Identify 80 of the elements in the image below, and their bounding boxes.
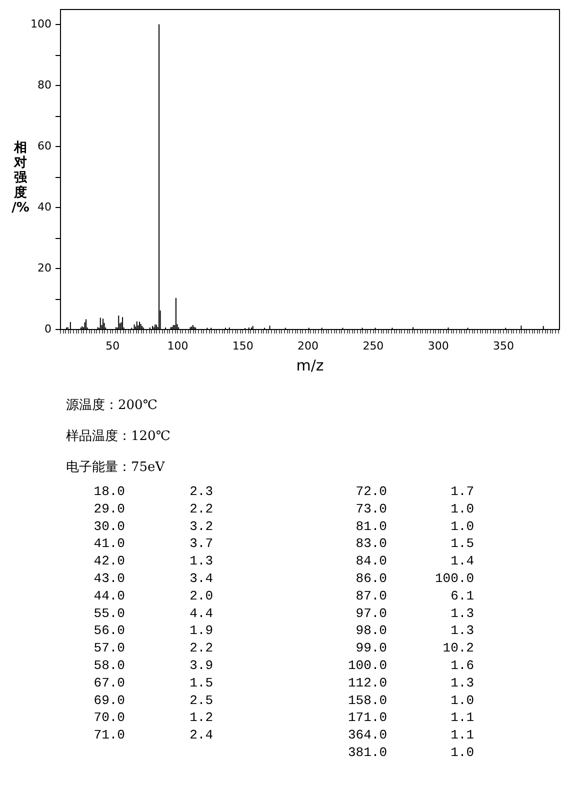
category-label: 57.0 (94, 640, 125, 656)
y-tick-label: 20 (38, 262, 52, 275)
category-label: 42.0 (94, 554, 125, 569)
text: 3.9 (190, 658, 213, 673)
text: 1.0 (450, 692, 474, 708)
x-tick-label: 250 (362, 340, 384, 352)
text: 1.1 (450, 710, 474, 726)
category-label: 98.0 (356, 623, 387, 638)
category-label: 55.0 (94, 606, 125, 621)
text: 1.3 (450, 623, 474, 638)
category-label: 41.0 (94, 536, 125, 552)
text: 1.6 (450, 658, 474, 673)
text: 样品温度：120℃ (66, 428, 170, 444)
x-tick-label: 300 (428, 340, 449, 352)
category-label: 87.0 (356, 588, 387, 604)
text: 1.2 (190, 710, 213, 726)
y-tick-label: 100 (30, 18, 52, 31)
text: 1.0 (450, 501, 474, 516)
text: 2.4 (190, 728, 213, 743)
category-label: 381.0 (348, 745, 387, 760)
category-label: 71.0 (94, 728, 125, 743)
text: 1.5 (190, 675, 213, 690)
y-tick-label: 60 (38, 140, 52, 153)
category-label: 83.0 (356, 536, 387, 552)
category-label: 100.0 (348, 658, 387, 673)
category-label: 43.0 (94, 571, 125, 586)
category-label: 58.0 (94, 658, 125, 673)
category-label: 44.0 (94, 588, 125, 604)
text: 6.1 (450, 588, 474, 604)
y-tick-label: 0 (44, 322, 52, 336)
category-label: 97.0 (356, 606, 387, 621)
category-label: 81.0 (356, 518, 387, 534)
text: 3.2 (190, 518, 213, 534)
category-label: 84.0 (356, 554, 387, 569)
y-axis-title: 相对强度/% (12, 140, 30, 216)
text: 1.0 (450, 518, 474, 534)
text: 3.7 (190, 536, 213, 552)
text: 100.0 (434, 571, 474, 586)
category-label: 30.0 (94, 518, 125, 534)
text: 1.5 (450, 536, 474, 552)
text: 1.3 (450, 606, 474, 621)
text: 源温度：200℃ (66, 397, 158, 413)
text: 4.4 (190, 606, 213, 621)
x-tick-label: 100 (167, 340, 188, 352)
category-label: 73.0 (356, 501, 387, 516)
text: 2.3 (190, 484, 213, 499)
category-label: 99.0 (356, 640, 387, 656)
text: 电子能量：75eV (66, 460, 166, 475)
text: 1.0 (450, 745, 474, 760)
category-label: 86.0 (356, 571, 387, 586)
y-tick-label: 80 (38, 78, 52, 92)
category-label: 171.0 (348, 710, 387, 726)
x-axis-title: m/z (296, 356, 324, 374)
text: 1.1 (450, 728, 474, 743)
text: 1.3 (190, 554, 213, 569)
category-label: 56.0 (94, 623, 125, 638)
text: 10.2 (442, 640, 474, 656)
category-label: 112.0 (348, 675, 387, 690)
x-tick-label: 200 (298, 340, 319, 352)
category-label: 29.0 (94, 501, 125, 516)
text: 2.0 (190, 588, 213, 604)
category-label: 158.0 (348, 692, 387, 708)
text: 1.4 (450, 554, 474, 569)
x-tick-label: 150 (232, 340, 254, 352)
category-label: 72.0 (356, 484, 387, 499)
text: 2.2 (190, 501, 213, 516)
category-label: 364.0 (348, 728, 387, 743)
category-label: 69.0 (94, 692, 125, 708)
text: 3.4 (190, 571, 213, 586)
text: 1.3 (450, 675, 474, 690)
x-tick-label: 350 (492, 340, 514, 352)
y-tick-label: 40 (38, 200, 52, 214)
category-label: 67.0 (94, 675, 125, 690)
text: 1.9 (190, 623, 213, 638)
category-label: 18.0 (94, 484, 125, 499)
text: 2.5 (190, 692, 213, 708)
x-tick-label: 50 (106, 340, 120, 352)
category-label: 70.0 (94, 710, 125, 726)
text: 2.2 (190, 640, 213, 656)
text: 1.7 (450, 484, 474, 499)
